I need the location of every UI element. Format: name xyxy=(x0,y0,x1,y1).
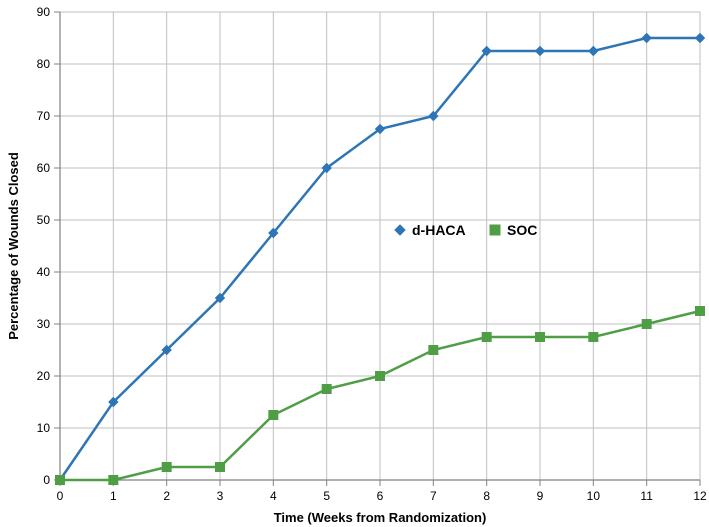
legend-marker-SOC xyxy=(490,225,500,235)
y-axis-label: Percentage of Wounds Closed xyxy=(6,152,21,340)
series-marker-SOC xyxy=(216,463,225,472)
x-tick-label: 8 xyxy=(483,489,490,503)
line-chart: 01020304050607080900123456789101112Time … xyxy=(0,0,709,527)
y-tick-label: 40 xyxy=(37,265,51,279)
y-tick-label: 10 xyxy=(37,421,51,435)
x-tick-label: 2 xyxy=(163,489,170,503)
y-tick-label: 70 xyxy=(37,109,51,123)
series-marker-SOC xyxy=(482,333,491,342)
series-marker-SOC xyxy=(376,372,385,381)
legend-label-d-HACA: d-HACA xyxy=(412,222,466,238)
series-marker-d-HACA xyxy=(696,34,705,43)
x-tick-label: 7 xyxy=(430,489,437,503)
x-tick-label: 5 xyxy=(323,489,330,503)
series-marker-SOC xyxy=(696,307,705,316)
y-tick-label: 90 xyxy=(37,5,51,19)
legend-marker-d-HACA xyxy=(395,225,405,235)
x-tick-label: 11 xyxy=(640,489,653,503)
series-marker-d-HACA xyxy=(642,34,651,43)
x-tick-label: 9 xyxy=(537,489,544,503)
y-tick-label: 80 xyxy=(37,57,51,71)
x-tick-label: 4 xyxy=(270,489,277,503)
chart-container: 01020304050607080900123456789101112Time … xyxy=(0,0,709,527)
y-tick-label: 20 xyxy=(37,369,51,383)
y-tick-label: 0 xyxy=(43,473,50,487)
series-marker-d-HACA xyxy=(536,47,545,56)
x-axis-label: Time (Weeks from Randomization) xyxy=(274,510,487,525)
series-marker-SOC xyxy=(589,333,598,342)
y-tick-label: 50 xyxy=(37,213,51,227)
x-tick-label: 1 xyxy=(110,489,117,503)
series-marker-SOC xyxy=(109,476,118,485)
series-marker-SOC xyxy=(642,320,651,329)
series-marker-SOC xyxy=(56,476,65,485)
x-tick-label: 3 xyxy=(217,489,224,503)
x-tick-label: 6 xyxy=(377,489,384,503)
y-tick-label: 60 xyxy=(37,161,51,175)
x-tick-label: 0 xyxy=(57,489,64,503)
x-tick-label: 10 xyxy=(587,489,601,503)
series-marker-SOC xyxy=(536,333,545,342)
x-tick-label: 12 xyxy=(693,489,707,503)
y-tick-label: 30 xyxy=(37,317,51,331)
series-marker-d-HACA xyxy=(589,47,598,56)
series-marker-SOC xyxy=(322,385,331,394)
series-marker-SOC xyxy=(269,411,278,420)
series-marker-SOC xyxy=(429,346,438,355)
legend-label-SOC: SOC xyxy=(507,222,537,238)
series-marker-SOC xyxy=(162,463,171,472)
